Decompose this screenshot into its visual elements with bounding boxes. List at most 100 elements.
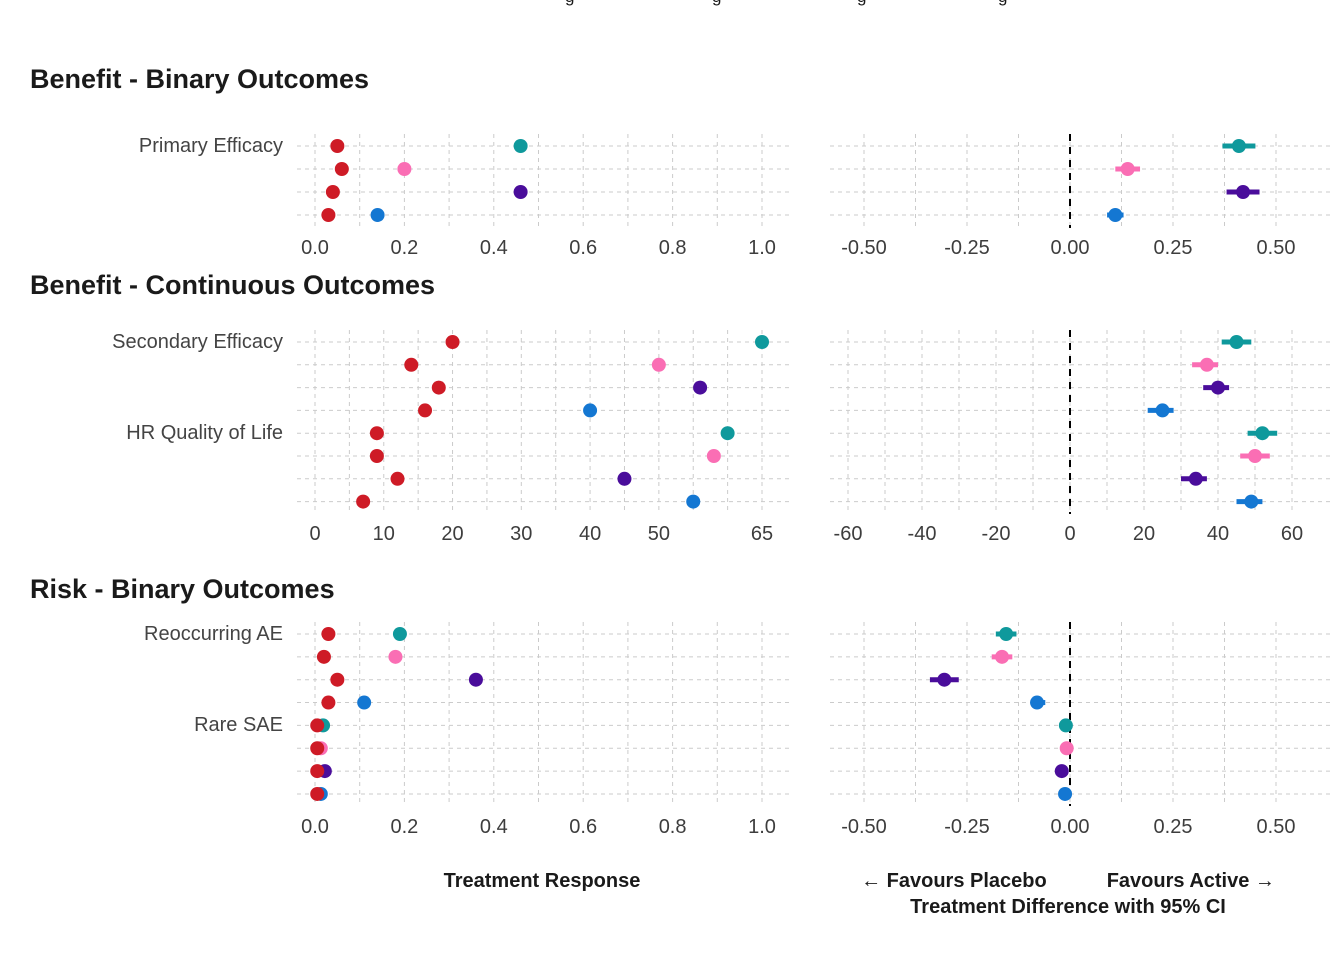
point-blue bbox=[357, 695, 372, 710]
point-blue bbox=[1030, 695, 1045, 710]
point-teal bbox=[392, 627, 407, 641]
x-tick-label: 0.4 bbox=[479, 237, 508, 259]
x-tick-label: -0.25 bbox=[944, 237, 990, 259]
favours-placebo-label: ← Favours Placebo bbox=[861, 870, 1047, 892]
data-points bbox=[356, 335, 770, 509]
point-reference bbox=[310, 786, 325, 801]
x-tick-label: 40 bbox=[578, 523, 602, 545]
x-tick-label: -40 bbox=[907, 523, 937, 545]
data-points bbox=[321, 139, 528, 222]
x-tick-label: -60 bbox=[833, 523, 863, 545]
favours-direction-labels: ← Favours Placebo Favours Active → bbox=[818, 870, 1318, 893]
point-purple bbox=[1236, 185, 1251, 199]
point-reference bbox=[321, 695, 336, 710]
point-pink bbox=[1120, 162, 1135, 176]
point-teal bbox=[513, 139, 528, 153]
legend-item-clipped-text: g bbox=[998, 0, 1007, 5]
point-reference bbox=[316, 649, 331, 664]
x-tick-label: -0.25 bbox=[944, 816, 990, 838]
section-title-benefit-continuous: Benefit - Continuous Outcomes bbox=[30, 270, 435, 300]
gridlines bbox=[830, 622, 1330, 806]
point-pink bbox=[706, 449, 721, 463]
point-purple bbox=[513, 185, 528, 199]
x-tick-label: 0.8 bbox=[658, 237, 687, 259]
x-tick-label: 40 bbox=[1206, 523, 1230, 545]
point-purple bbox=[617, 471, 632, 486]
point-pink bbox=[1059, 741, 1074, 756]
x-tick-label: 65 bbox=[750, 523, 774, 545]
x-tick-label: -0.50 bbox=[841, 816, 887, 838]
legend-item-clipped-text: g bbox=[712, 0, 721, 5]
panel-benefit-continuous-response bbox=[297, 330, 792, 514]
point-reference bbox=[369, 449, 384, 463]
point-teal bbox=[755, 335, 770, 349]
x-tick-label: 1.0 bbox=[748, 816, 776, 838]
x-tick-label: 0.6 bbox=[569, 237, 598, 259]
data-points bbox=[1107, 139, 1260, 222]
point-pink bbox=[388, 649, 403, 664]
point-teal bbox=[1058, 718, 1073, 733]
point-reference bbox=[356, 494, 371, 509]
point-teal bbox=[1255, 426, 1270, 441]
legend-item-clipped-text: g bbox=[857, 0, 866, 5]
point-blue bbox=[583, 403, 598, 418]
point-teal bbox=[720, 426, 735, 441]
data-points bbox=[929, 627, 1074, 801]
panel-benefit-binary-response bbox=[297, 134, 792, 228]
point-reference bbox=[321, 208, 336, 222]
point-blue bbox=[1244, 494, 1259, 509]
x-tick-label: 0.0 bbox=[301, 237, 329, 259]
x-tick-label: 0.8 bbox=[658, 816, 687, 838]
gridlines bbox=[297, 330, 792, 514]
favours-active-label: Favours Active → bbox=[1106, 870, 1275, 892]
point-reference bbox=[325, 185, 340, 199]
point-blue bbox=[1108, 208, 1123, 222]
point-reference bbox=[445, 335, 460, 349]
point-reference bbox=[310, 741, 325, 756]
x-tick-label: 0.25 bbox=[1153, 237, 1193, 259]
point-teal bbox=[999, 627, 1014, 641]
point-reference bbox=[390, 471, 405, 486]
outcome-label: Secondary Efficacy bbox=[112, 331, 283, 353]
point-blue bbox=[1155, 403, 1170, 418]
point-purple bbox=[1211, 380, 1225, 395]
point-purple bbox=[468, 672, 483, 687]
x-tick-label: 0.4 bbox=[479, 816, 508, 838]
section-title-benefit-binary: Benefit - Binary Outcomes bbox=[30, 64, 370, 94]
point-purple bbox=[937, 672, 952, 687]
point-reference bbox=[404, 357, 419, 372]
section-title-risk-binary: Risk - Binary Outcomes bbox=[30, 574, 335, 604]
point-reference bbox=[334, 162, 349, 176]
point-reference bbox=[431, 380, 446, 395]
x-tick-label: 30 bbox=[510, 523, 533, 545]
x-tick-label: 60 bbox=[1280, 523, 1304, 545]
point-purple bbox=[1188, 471, 1203, 486]
x-tick-label: 0 bbox=[1064, 523, 1076, 545]
point-blue bbox=[1058, 786, 1073, 801]
x-axis-title-difference: ← Favours Placebo Favours Active → Treat… bbox=[818, 870, 1318, 919]
outcome-label: Primary Efficacy bbox=[138, 135, 283, 157]
x-tick-label: 0.00 bbox=[1050, 816, 1090, 838]
data-points bbox=[310, 627, 483, 801]
x-tick-label: 1.0 bbox=[748, 237, 776, 259]
point-blue bbox=[686, 494, 701, 509]
x-tick-label: 50 bbox=[647, 523, 670, 545]
point-reference bbox=[321, 627, 336, 641]
point-reference bbox=[369, 426, 384, 441]
x-tick-label: 0.0 bbox=[301, 816, 329, 838]
point-purple bbox=[693, 380, 708, 395]
point-reference bbox=[330, 672, 345, 687]
data-points bbox=[1147, 335, 1278, 509]
panel-risk-binary-difference bbox=[830, 622, 1330, 806]
point-pink bbox=[651, 357, 666, 372]
x-tick-label: 0.2 bbox=[390, 237, 419, 259]
gridlines bbox=[830, 330, 1330, 514]
x-tick-label: 0.50 bbox=[1256, 237, 1296, 259]
x-tick-label: 20 bbox=[441, 523, 464, 545]
point-blue bbox=[370, 208, 385, 222]
x-tick-label: 0.25 bbox=[1153, 816, 1193, 838]
point-reference bbox=[310, 718, 325, 733]
x-tick-label: 0.2 bbox=[390, 816, 419, 838]
x-tick-label: 0.50 bbox=[1256, 816, 1296, 838]
